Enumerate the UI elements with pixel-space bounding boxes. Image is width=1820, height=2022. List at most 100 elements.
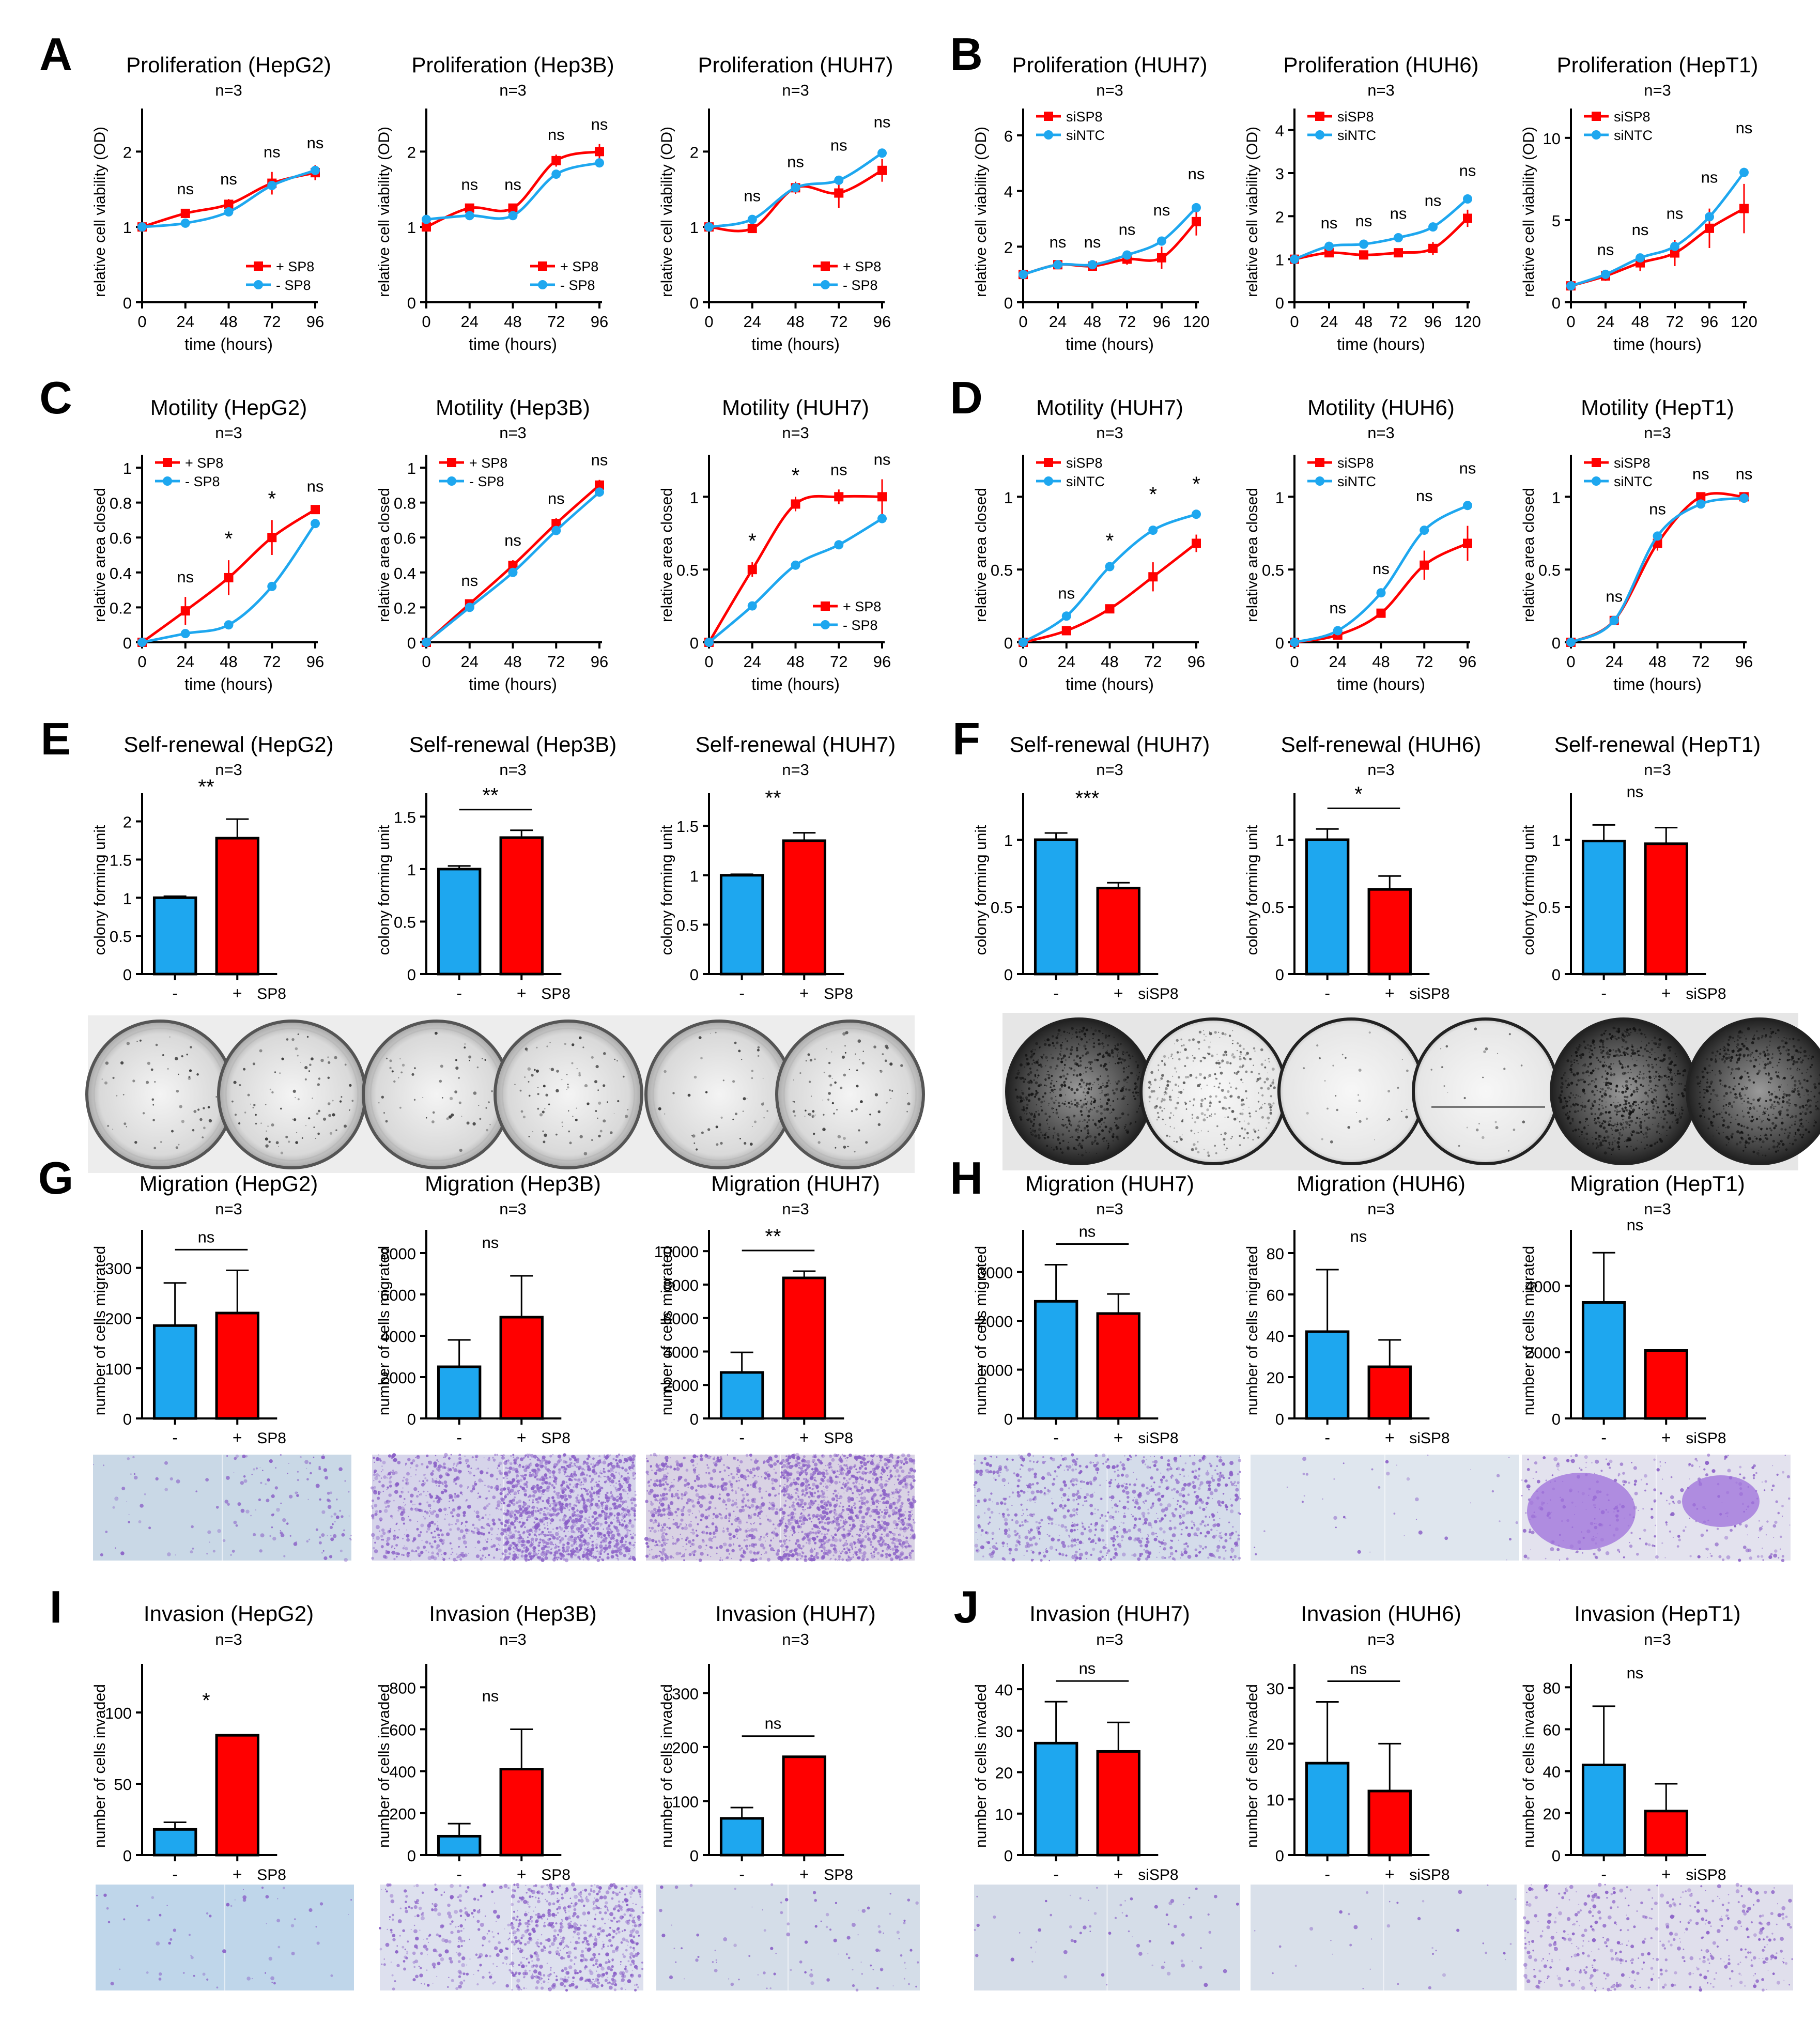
culture-dish [493, 1020, 643, 1169]
colony-dot [1055, 1112, 1059, 1115]
colony-dot [1713, 1135, 1714, 1137]
colony-dot [1572, 1130, 1574, 1132]
bar [1034, 1300, 1078, 1420]
colony-dot [1651, 1063, 1653, 1066]
colony-dot [1045, 1132, 1046, 1134]
colony-dot [793, 1101, 795, 1103]
colony-dot [1233, 1072, 1236, 1074]
colony-dot [1087, 1132, 1090, 1135]
colony-dot [473, 1510, 475, 1512]
colony-dot [1601, 1076, 1603, 1078]
colony-dot [164, 1461, 168, 1465]
colony-dot [1778, 1049, 1780, 1052]
colony-dot [1048, 1129, 1050, 1130]
colony-dot [715, 1031, 717, 1033]
colony-dot [537, 1093, 539, 1095]
colony-dot [1654, 1057, 1657, 1061]
colony-dot [1645, 1036, 1647, 1038]
colony-dot [1629, 1104, 1632, 1107]
colony-dot [1248, 1112, 1251, 1115]
colony-dot [105, 1061, 109, 1065]
group-label: SP8 [257, 1430, 286, 1447]
colony-dot [392, 1469, 394, 1472]
colony-dot [1722, 1041, 1724, 1042]
group-label: SP8 [541, 985, 570, 1002]
colony-dot [417, 1521, 419, 1522]
colony-dot [1406, 1069, 1409, 1072]
colony-dot [382, 1490, 384, 1492]
colony-dot [1270, 1095, 1272, 1098]
colony-dot [1138, 1108, 1139, 1109]
colony-dot [1213, 1086, 1215, 1087]
colony-dot [1051, 1075, 1053, 1077]
colony-dot [1109, 1083, 1111, 1084]
colony-dot [1680, 1092, 1684, 1095]
colony-dot [1606, 1135, 1610, 1139]
colony-dot [1038, 1092, 1039, 1093]
colony-dot [1116, 1082, 1119, 1085]
colony-dot [1045, 1065, 1046, 1067]
colony-dot [794, 1115, 796, 1117]
colony-dot [485, 1547, 488, 1550]
colony-dot [1626, 1109, 1629, 1112]
colony-dot [1130, 1056, 1131, 1057]
colony-dot [1623, 1122, 1624, 1124]
colony-dot [535, 1069, 539, 1073]
colony-dot [1085, 1071, 1087, 1073]
colony-dot [1052, 1101, 1054, 1102]
colony-dot [1742, 1055, 1746, 1058]
x-tick-label: 96 [1153, 313, 1170, 331]
data-point [1088, 260, 1097, 270]
colony-dot [1601, 1075, 1603, 1077]
colony-dot [1725, 1104, 1728, 1106]
x-tick-label: 120 [1183, 313, 1210, 331]
colony-dot [1223, 1144, 1225, 1146]
colony-dot [1080, 1078, 1084, 1082]
colony-dot [151, 1098, 155, 1101]
colony-dot [1100, 1105, 1103, 1108]
colony-dot [1752, 1099, 1755, 1101]
colony-dot [1169, 1098, 1173, 1102]
y-tick-label: 0 [123, 1410, 132, 1428]
y-tick-label: 1 [1552, 831, 1561, 850]
colony-dot [1603, 1136, 1606, 1139]
colony-dot [250, 1515, 252, 1517]
colony-dot [886, 1046, 889, 1049]
significance-label: ns [177, 568, 194, 586]
y-tick-label: 3 [1275, 165, 1284, 183]
colony-dot [431, 1543, 433, 1545]
colony-dot [1813, 1095, 1816, 1098]
x-category-label: - [1053, 1865, 1059, 1884]
colony-dot [474, 1480, 476, 1483]
colony-dot [1667, 1066, 1670, 1069]
colony-dot [1092, 1119, 1094, 1121]
colony-dot [243, 1475, 246, 1478]
colony-dot [1654, 1078, 1655, 1079]
colony-dot [424, 1477, 427, 1479]
colony-dot [1760, 1146, 1763, 1148]
y-axis-label: relative cell viability (OD) [376, 127, 393, 297]
colony-dot [1592, 1041, 1595, 1044]
panel-letter-h: H [950, 1152, 983, 1203]
colony-dot [1600, 1049, 1602, 1051]
colony-dot [1261, 1116, 1264, 1119]
colony-dot [287, 1473, 288, 1474]
colony-dot [1787, 1049, 1790, 1052]
colony-dot [1106, 1063, 1108, 1065]
colony-dot [1581, 1104, 1583, 1106]
colony-dot [1636, 1131, 1639, 1134]
data-point [1420, 560, 1429, 570]
colony-dot [380, 1471, 382, 1473]
colony-dot [425, 1495, 427, 1496]
colony-dot [1724, 1047, 1726, 1049]
colony-dot [1576, 1059, 1578, 1062]
colony-dot [1022, 1097, 1024, 1100]
x-tick-label: 96 [306, 313, 324, 331]
data-point [224, 207, 234, 217]
colony-dot [1636, 1117, 1639, 1119]
legend-label: - SP8 [843, 277, 878, 293]
colony-dot [447, 1514, 448, 1516]
colony-dot [267, 1478, 270, 1482]
colony-dot [1014, 1088, 1017, 1091]
